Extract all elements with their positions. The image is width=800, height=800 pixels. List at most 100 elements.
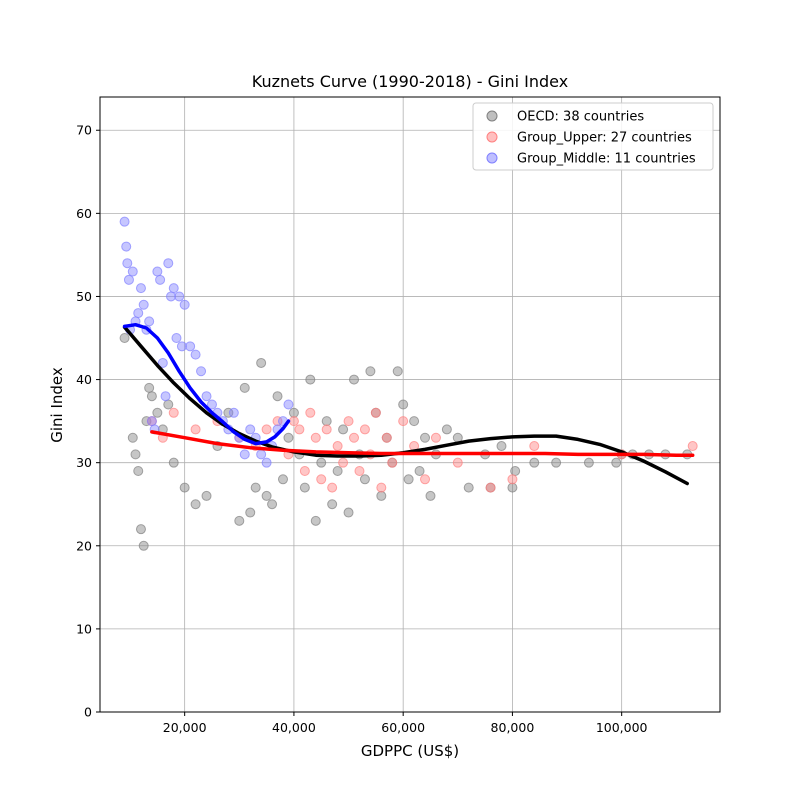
data-point xyxy=(359,424,370,435)
data-point xyxy=(507,474,518,485)
data-point xyxy=(223,407,234,418)
data-point xyxy=(160,391,171,402)
data-point xyxy=(201,391,212,402)
legend: OECD: 38 countries Group_Upper: 27 countr… xyxy=(472,102,714,171)
data-point xyxy=(267,499,278,510)
data-point xyxy=(123,274,134,285)
data-point xyxy=(583,457,594,468)
data-point xyxy=(250,482,261,493)
data-point xyxy=(420,474,431,485)
data-point xyxy=(321,416,332,427)
data-point xyxy=(327,482,338,493)
data-point xyxy=(185,341,196,352)
data-point xyxy=(687,441,698,452)
data-point xyxy=(288,407,299,418)
data-point xyxy=(349,432,360,443)
data-point xyxy=(359,474,370,485)
x-tick-label: 80,000 xyxy=(491,720,535,735)
data-point xyxy=(138,540,149,551)
legend-label: OECD: 38 countries xyxy=(517,110,644,125)
data-point xyxy=(163,258,174,269)
data-point xyxy=(234,515,245,526)
y-axis-label: Gini Index xyxy=(48,367,66,443)
legend-label: Group_Upper: 27 countries xyxy=(517,131,692,146)
data-point xyxy=(135,524,146,535)
data-point xyxy=(338,424,349,435)
x-tick-label: 60,000 xyxy=(381,720,425,735)
data-point xyxy=(338,457,349,468)
data-point xyxy=(157,357,168,368)
data-point xyxy=(294,424,305,435)
data-point xyxy=(179,482,190,493)
y-tick-label: 20 xyxy=(76,538,92,553)
data-point xyxy=(135,283,146,294)
y-tick-label: 0 xyxy=(84,705,92,720)
data-point xyxy=(272,416,283,427)
data-point xyxy=(152,407,163,418)
x-axis-label: GDPPC (US$) xyxy=(361,742,459,760)
data-point xyxy=(127,432,138,443)
data-point xyxy=(144,316,155,327)
data-point xyxy=(206,399,217,410)
data-point xyxy=(305,374,316,385)
data-point xyxy=(343,416,354,427)
plot-area: 20,000 40,000 60,000 80,000 100,000 0 10 20 30 40… xyxy=(76,96,721,735)
fit-curve-line xyxy=(122,322,291,446)
data-point xyxy=(414,465,425,476)
data-point xyxy=(196,366,207,377)
data-point xyxy=(283,432,294,443)
data-point xyxy=(316,474,327,485)
data-point xyxy=(452,457,463,468)
data-point xyxy=(239,449,250,460)
legend-label: Group_Middle: 11 countries xyxy=(517,152,696,167)
data-point xyxy=(529,457,540,468)
data-point xyxy=(146,391,157,402)
data-point xyxy=(283,399,294,410)
axes-frame xyxy=(99,96,721,713)
data-point xyxy=(332,465,343,476)
data-point xyxy=(551,457,562,468)
data-point xyxy=(121,241,132,252)
data-point xyxy=(529,441,540,452)
data-point xyxy=(174,291,185,302)
data-point xyxy=(239,382,250,393)
data-point xyxy=(485,482,496,493)
series-layer xyxy=(119,216,698,551)
data-point xyxy=(299,465,310,476)
data-point xyxy=(376,482,387,493)
data-point xyxy=(245,507,256,518)
y-tick-label: 40 xyxy=(76,372,92,387)
data-point xyxy=(138,299,149,310)
data-point xyxy=(176,341,187,352)
data-point xyxy=(430,432,441,443)
data-point xyxy=(365,366,376,377)
x-tick-label: 40,000 xyxy=(272,720,316,735)
data-point xyxy=(146,416,157,427)
data-point xyxy=(155,274,166,285)
data-point xyxy=(190,424,201,435)
data-point xyxy=(370,407,381,418)
data-point xyxy=(144,382,155,393)
data-point xyxy=(420,432,431,443)
data-point xyxy=(310,432,321,443)
legend-marker xyxy=(486,152,498,164)
data-point xyxy=(261,424,272,435)
data-point xyxy=(305,407,316,418)
data-point xyxy=(261,490,272,501)
y-tick-label: 30 xyxy=(76,455,92,470)
data-point xyxy=(256,357,267,368)
legend-box xyxy=(472,102,714,171)
data-point xyxy=(130,449,141,460)
data-point xyxy=(398,399,409,410)
data-point xyxy=(316,457,327,468)
x-tick-label: 100,000 xyxy=(596,720,648,735)
data-point xyxy=(409,416,420,427)
data-point xyxy=(119,333,130,344)
data-point xyxy=(332,441,343,452)
data-point xyxy=(398,416,409,427)
data-point xyxy=(272,391,283,402)
data-point xyxy=(122,258,133,269)
data-point xyxy=(381,432,392,443)
data-point xyxy=(321,424,332,435)
